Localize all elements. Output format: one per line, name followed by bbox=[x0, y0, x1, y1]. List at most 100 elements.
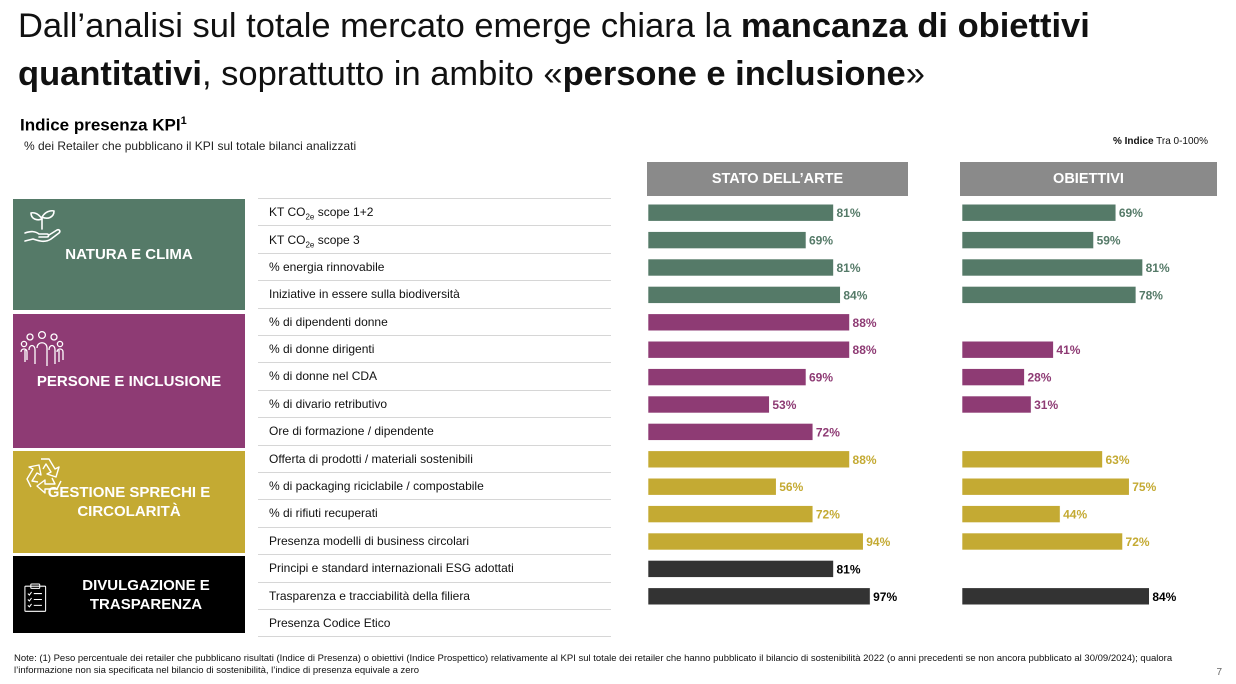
row-label: Principi e standard internazionali ESG a… bbox=[269, 561, 514, 576]
category-natura-clima: NATURA E CLIMA bbox=[13, 199, 245, 310]
column-header-stato: STATO DELL’ARTE bbox=[647, 162, 908, 196]
data-label: 97% bbox=[873, 590, 897, 604]
page-number: 7 bbox=[1216, 667, 1222, 678]
page-title: Dall’analisi sul totale mercato emerge c… bbox=[18, 2, 1218, 98]
bar-obiettivi bbox=[961, 258, 1143, 277]
row-label: Presenza modelli di business circolari bbox=[269, 533, 470, 548]
row-label: % di divario retributivo bbox=[269, 396, 388, 411]
title-part3: » bbox=[905, 55, 925, 93]
row-divider bbox=[258, 444, 611, 446]
data-label: 44% bbox=[1063, 508, 1087, 522]
column-header-obiettivi: OBIETTIVI bbox=[960, 162, 1217, 196]
row-label: % di rifiuti recuperati bbox=[269, 506, 378, 521]
bar-stato bbox=[647, 505, 814, 523]
bar-obiettivi bbox=[961, 286, 1137, 304]
data-label: 78% bbox=[1139, 288, 1163, 302]
index-range-value: Tra 0-100% bbox=[1156, 136, 1208, 147]
row-divider bbox=[258, 499, 611, 501]
row-label: % di donne nel CDA bbox=[269, 369, 378, 384]
category-label-gestione: GESTIONE SPRECHI E CIRCOLARITÀ bbox=[47, 484, 211, 520]
bar-obiettivi bbox=[961, 505, 1061, 523]
bar-obiettivi bbox=[961, 477, 1130, 496]
row-label: Trasparenza e tracciabilità della filier… bbox=[269, 588, 470, 603]
row-label: Iniziative in essere sulla biodiversità bbox=[269, 287, 460, 302]
bar-stato bbox=[647, 477, 777, 496]
data-label: 88% bbox=[853, 316, 877, 330]
title-bold1: mancanza di obiettivi quantitativi bbox=[18, 7, 1090, 93]
row-divider bbox=[258, 362, 611, 364]
data-label: 84% bbox=[1152, 590, 1176, 604]
bar-obiettivi bbox=[961, 368, 1025, 386]
clipboard-checklist-icon bbox=[24, 583, 47, 612]
row-divider bbox=[258, 526, 611, 528]
data-label: 72% bbox=[816, 508, 840, 522]
data-label: 72% bbox=[816, 425, 840, 439]
bar-stato bbox=[647, 368, 807, 386]
row-label: Offerta di prodotti / materiali sostenib… bbox=[269, 451, 473, 466]
data-label: 88% bbox=[853, 343, 877, 357]
row-divider bbox=[258, 417, 611, 419]
row-divider bbox=[258, 307, 611, 309]
bar-stato bbox=[647, 395, 770, 414]
data-label: 63% bbox=[1105, 453, 1129, 467]
bar-stato bbox=[647, 587, 871, 606]
category-gestione-sprechi: GESTIONE SPRECHI E CIRCOLARITÀ bbox=[13, 451, 245, 553]
row-divider bbox=[258, 225, 611, 227]
footnote: Note: (1) Peso percentuale dei retailer … bbox=[14, 653, 1173, 676]
chart-subtitle: Indice presenza KPI1 bbox=[20, 115, 187, 136]
row-label: % di donne dirigenti bbox=[269, 342, 375, 356]
row-label-co2-scope12: KT CO2e scope 1+2 bbox=[269, 205, 374, 222]
bar-stato bbox=[647, 340, 850, 359]
index-range-note: % Indice Tra 0-100% bbox=[1113, 136, 1208, 147]
bar-stato bbox=[647, 231, 807, 249]
data-label: 31% bbox=[1034, 398, 1058, 412]
bar-obiettivi bbox=[961, 395, 1032, 414]
row-label-co2-scope3: KT CO2e scope 3 bbox=[269, 233, 360, 250]
subtitle-footnote-ref: 1 bbox=[180, 115, 187, 127]
category-label-natura: NATURA E CLIMA bbox=[65, 246, 193, 263]
row-divider bbox=[258, 609, 611, 610]
row-divider bbox=[258, 472, 611, 473]
row-label: % energia rinnovabile bbox=[269, 259, 385, 274]
recycle-icon bbox=[26, 458, 62, 494]
row-divider bbox=[258, 280, 611, 282]
data-label: 72% bbox=[1126, 535, 1150, 549]
bar-obiettivi bbox=[961, 203, 1117, 222]
chart-subnote: % dei Retailer che pubblicano il KPI sul… bbox=[24, 139, 357, 153]
title-part2: , soprattutto in ambito « bbox=[202, 55, 563, 93]
bar-stato bbox=[647, 313, 850, 332]
bar-obiettivi bbox=[961, 450, 1103, 469]
data-label: 84% bbox=[843, 288, 867, 302]
data-label: 81% bbox=[836, 562, 860, 576]
subtitle-text: Indice presenza KPI bbox=[20, 115, 181, 135]
bar-stato bbox=[647, 423, 814, 441]
bar-stato bbox=[647, 560, 834, 578]
row-divider bbox=[258, 252, 611, 254]
data-label: 59% bbox=[1097, 234, 1121, 248]
data-label: 28% bbox=[1027, 371, 1051, 385]
data-label: 94% bbox=[866, 535, 890, 549]
data-label: 56% bbox=[779, 480, 803, 494]
bar-obiettivi bbox=[961, 532, 1123, 551]
category-divulgazione-trasparenza: DIVULGAZIONE E TRASPARENZA bbox=[13, 556, 245, 633]
index-range-label: % Indice bbox=[1112, 136, 1154, 147]
category-label-divulgazione: DIVULGAZIONE E TRASPARENZA bbox=[82, 576, 210, 613]
bar-obiettivi bbox=[961, 340, 1054, 359]
data-label: 81% bbox=[1146, 261, 1170, 275]
title-bold2: persone e inclusione bbox=[562, 55, 906, 93]
data-label: 69% bbox=[1119, 206, 1143, 220]
row-divider bbox=[258, 335, 611, 336]
category-label-persone: PERSONE E INCLUSIONE bbox=[36, 372, 222, 390]
row-label: % di dipendenti donne bbox=[269, 314, 388, 329]
row-divider bbox=[258, 389, 611, 391]
category-persone-inclusione: PERSONE E INCLUSIONE bbox=[13, 314, 245, 448]
data-label: 53% bbox=[772, 398, 796, 412]
bar-stato bbox=[647, 450, 850, 469]
bar-stato bbox=[647, 286, 841, 304]
data-label: 41% bbox=[1056, 343, 1080, 357]
data-label: 81% bbox=[836, 206, 860, 220]
bar-stato bbox=[647, 532, 864, 551]
row-divider bbox=[258, 198, 611, 199]
data-label: 69% bbox=[809, 234, 833, 248]
